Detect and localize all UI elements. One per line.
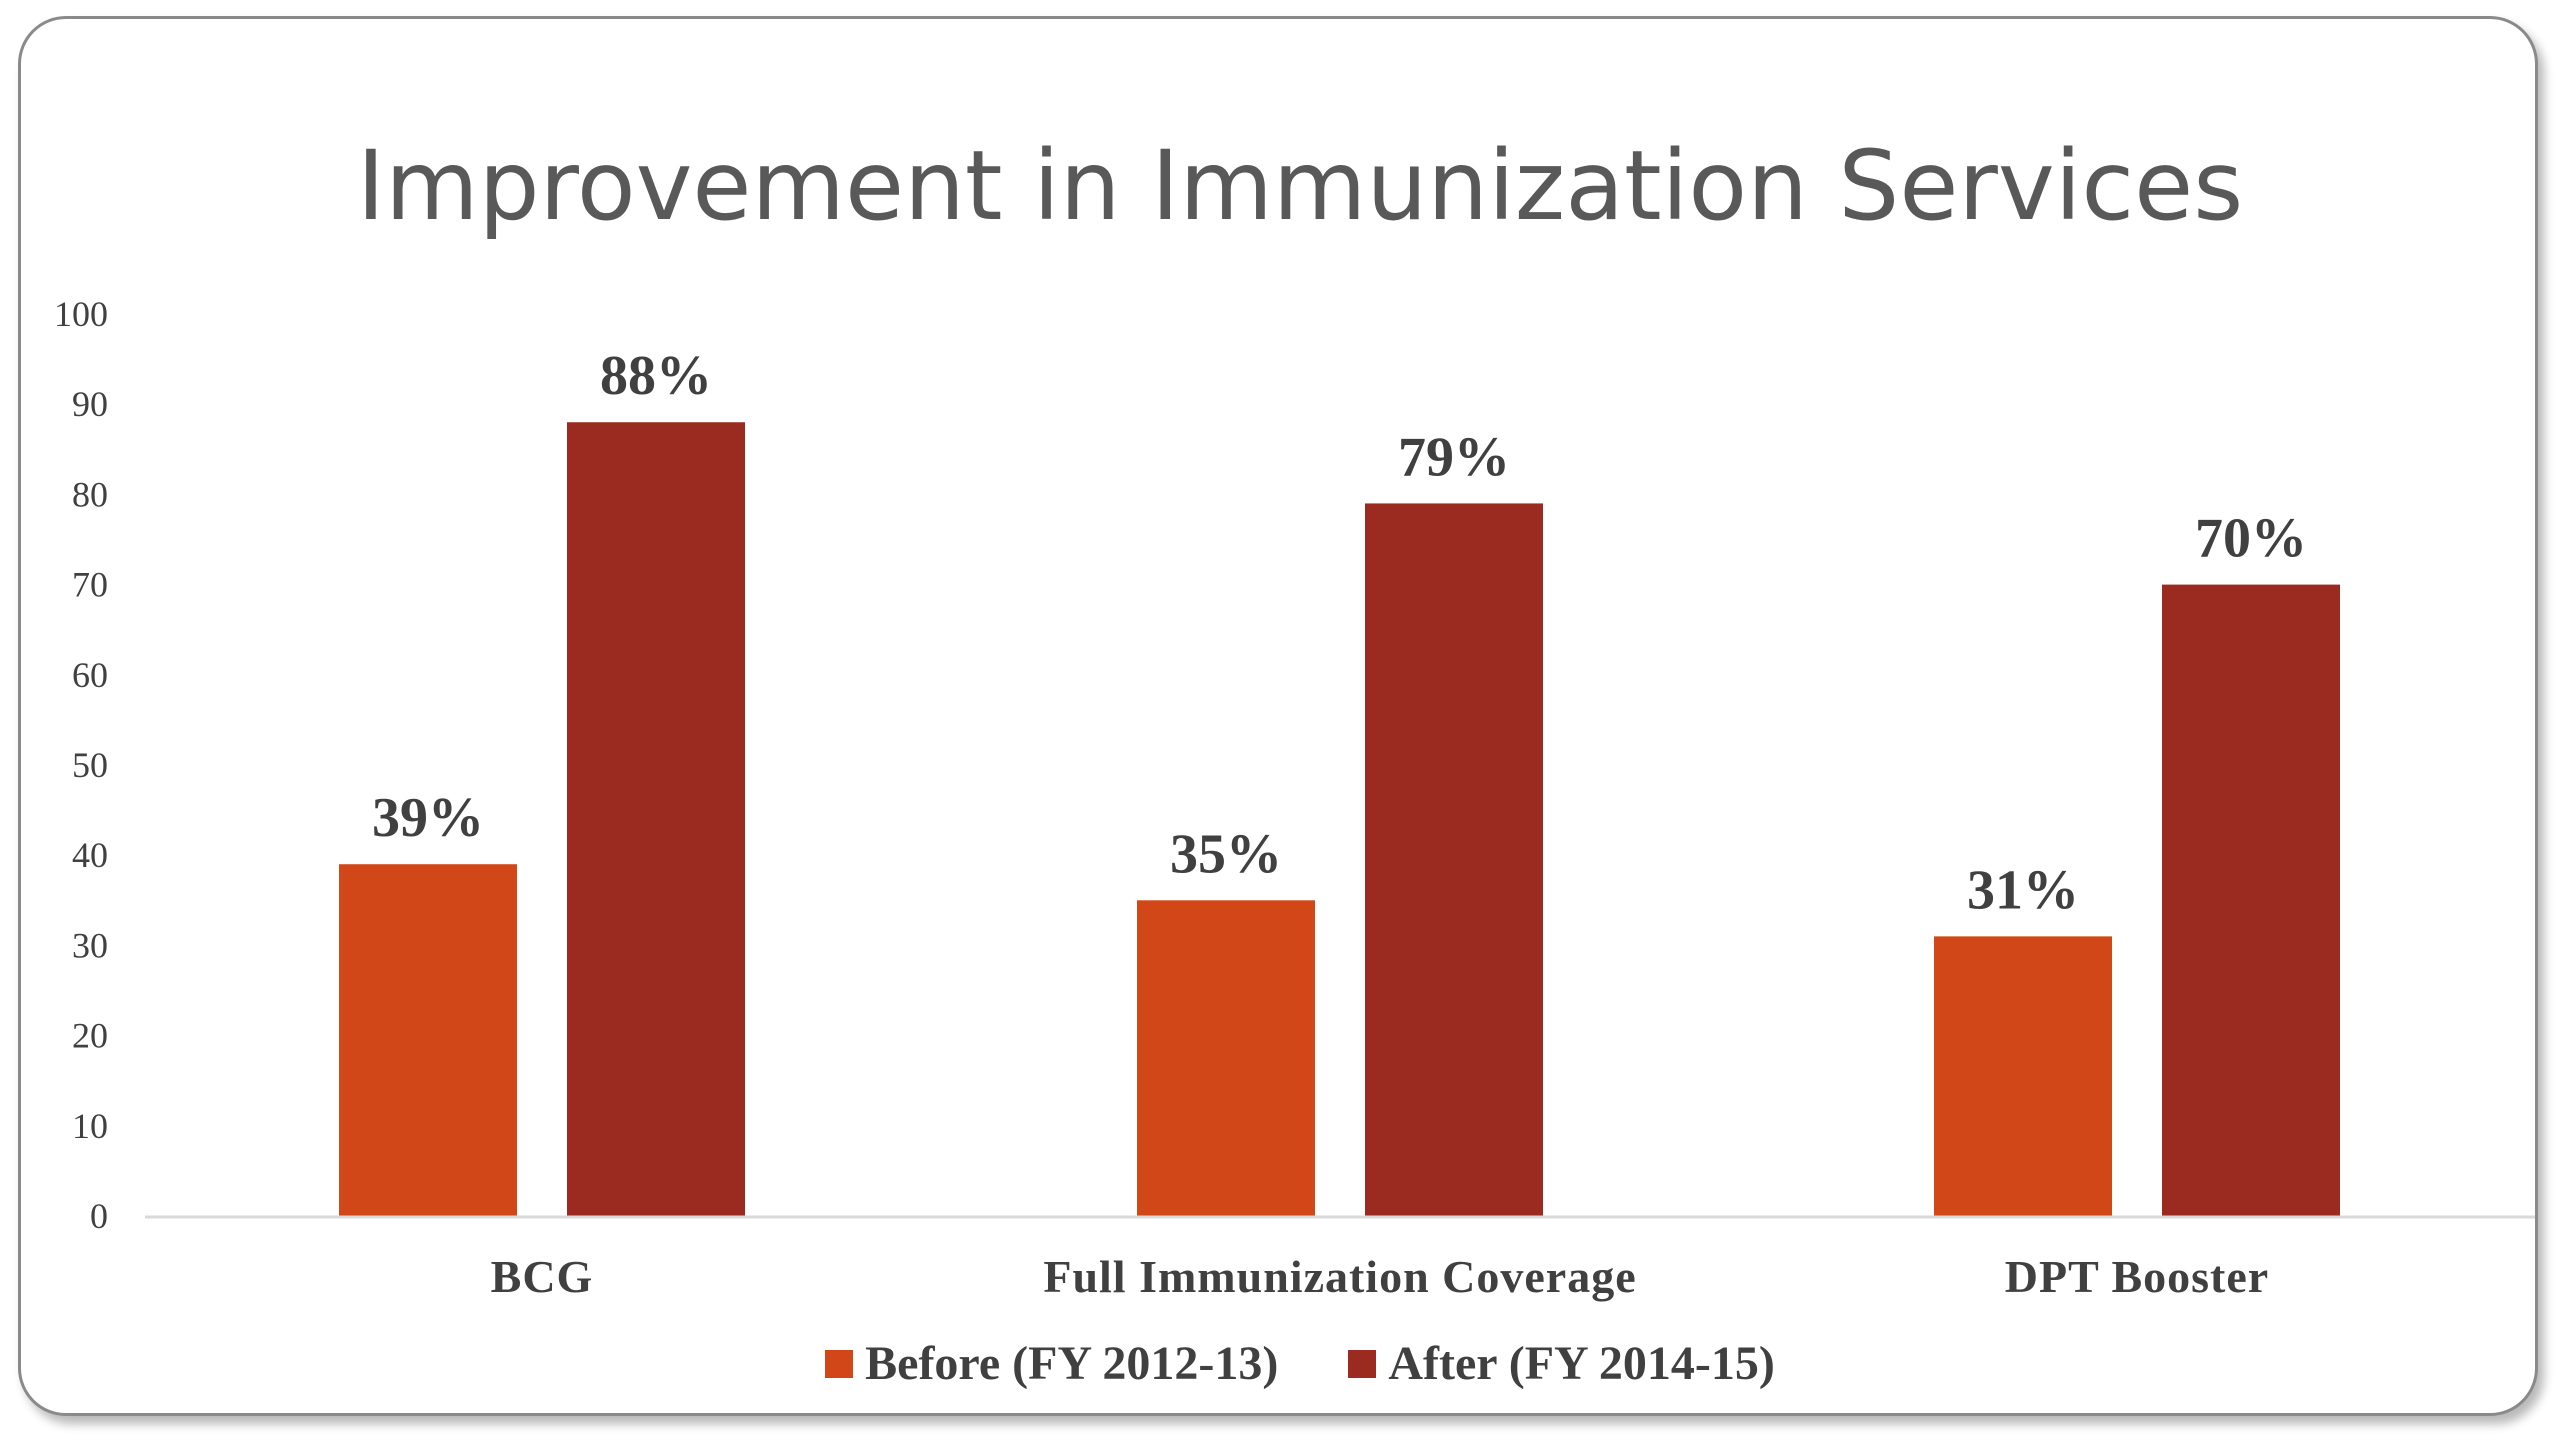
y-tick-label: 0 bbox=[90, 1196, 108, 1236]
y-tick-label: 30 bbox=[72, 925, 108, 965]
bars-group: 39% 88% 35% 79% 31% 70% bbox=[339, 345, 2340, 1216]
chart-title: Improvement in Immunization Services bbox=[356, 130, 2244, 242]
bar bbox=[339, 864, 517, 1216]
category-label: Full Immunization Coverage bbox=[1043, 1251, 1636, 1302]
bar bbox=[2162, 584, 2340, 1216]
y-tick-label: 90 bbox=[72, 384, 108, 424]
bar bbox=[1365, 503, 1543, 1216]
y-tick-label: 40 bbox=[72, 835, 108, 875]
data-label: 79% bbox=[1398, 426, 1510, 488]
legend-swatch-after bbox=[1348, 1349, 1377, 1378]
bar bbox=[1137, 900, 1315, 1216]
bar bbox=[1934, 936, 2112, 1216]
legend-swatch-before bbox=[825, 1349, 854, 1378]
y-tick-label: 50 bbox=[72, 745, 108, 785]
legend: Before (FY 2012-13) After (FY 2014-15) bbox=[0, 1336, 2560, 1391]
category-label: DPT Booster bbox=[2005, 1251, 2269, 1302]
y-axis: 0 10 20 30 40 50 60 70 80 90 100 bbox=[54, 294, 108, 1236]
y-tick-label: 20 bbox=[72, 1016, 108, 1056]
y-tick-label: 80 bbox=[72, 474, 108, 514]
legend-item-after: After (FY 2014-15) bbox=[1348, 1336, 1775, 1391]
bar bbox=[567, 422, 745, 1216]
y-tick-label: 70 bbox=[72, 565, 108, 605]
legend-label-after: After (FY 2014-15) bbox=[1388, 1337, 1775, 1390]
y-tick-label: 100 bbox=[54, 294, 108, 334]
data-label: 88% bbox=[600, 345, 712, 407]
legend-item-before: Before (FY 2012-13) bbox=[825, 1336, 1278, 1391]
y-tick-label: 60 bbox=[72, 655, 108, 695]
data-label: 35% bbox=[1170, 823, 1282, 885]
y-tick-label: 10 bbox=[72, 1106, 108, 1146]
data-label: 39% bbox=[372, 787, 484, 849]
data-label: 31% bbox=[1967, 859, 2079, 921]
legend-label-before: Before (FY 2012-13) bbox=[865, 1337, 1279, 1390]
category-label: BCG bbox=[491, 1251, 594, 1302]
data-label: 70% bbox=[2195, 508, 2307, 570]
x-axis: BCG Full Immunization Coverage DPT Booster bbox=[145, 1215, 2535, 1302]
